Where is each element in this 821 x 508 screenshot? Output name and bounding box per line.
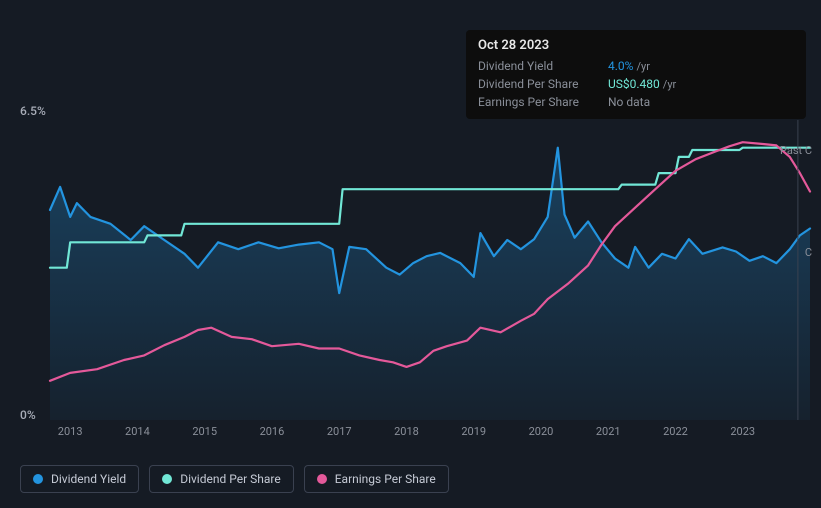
x-tick: 2014 xyxy=(125,425,150,438)
x-tick: 2019 xyxy=(461,425,486,438)
legend-dot-icon xyxy=(33,474,43,484)
legend-label: Dividend Per Share xyxy=(180,472,281,486)
tooltip-row: Earnings Per ShareNo data xyxy=(478,93,794,111)
y-axis-min: 0% xyxy=(20,408,36,422)
x-tick: 2023 xyxy=(730,425,755,438)
tooltip-value: No data xyxy=(608,95,650,109)
legend-label: Earnings Per Share xyxy=(335,472,436,486)
x-tick: 2017 xyxy=(327,425,352,438)
x-tick: 2015 xyxy=(192,425,217,438)
tooltip-label: Earnings Per Share xyxy=(478,95,608,109)
x-tick: 2013 xyxy=(58,425,83,438)
chart-container: 6.5% 0% 20132014201520162017201820192020… xyxy=(20,110,810,450)
chart-legend: Dividend Yield Dividend Per Share Earnings… xyxy=(20,465,449,493)
tooltip-row: Dividend Yield4.0%/yr xyxy=(478,57,794,75)
legend-item-earnings-per-share[interactable]: Earnings Per Share xyxy=(304,465,449,493)
tooltip-value: 4.0%/yr xyxy=(608,59,650,73)
legend-item-dividend-per-share[interactable]: Dividend Per Share xyxy=(149,465,294,493)
tooltip-row: Dividend Per ShareUS$0.480/yr xyxy=(478,75,794,93)
x-tick: 2018 xyxy=(394,425,419,438)
right-edge-label: C xyxy=(805,246,812,259)
legend-dot-icon xyxy=(162,474,172,484)
tooltip-label: Dividend Per Share xyxy=(478,77,608,91)
legend-dot-icon xyxy=(317,474,327,484)
tooltip-date: Oct 28 2023 xyxy=(478,38,794,57)
x-tick: 2022 xyxy=(663,425,688,438)
chart-plot[interactable] xyxy=(50,120,810,420)
chart-tooltip: Oct 28 2023 Dividend Yield4.0%/yrDividen… xyxy=(466,30,806,119)
tooltip-label: Dividend Yield xyxy=(478,59,608,73)
right-edge-label: Past C xyxy=(780,144,812,157)
x-tick: 2021 xyxy=(596,425,621,438)
x-tick: 2020 xyxy=(529,425,554,438)
tooltip-value: US$0.480/yr xyxy=(608,77,676,91)
legend-label: Dividend Yield xyxy=(51,472,126,486)
y-axis-max: 6.5% xyxy=(20,104,46,118)
x-tick: 2016 xyxy=(260,425,285,438)
legend-item-dividend-yield[interactable]: Dividend Yield xyxy=(20,465,139,493)
